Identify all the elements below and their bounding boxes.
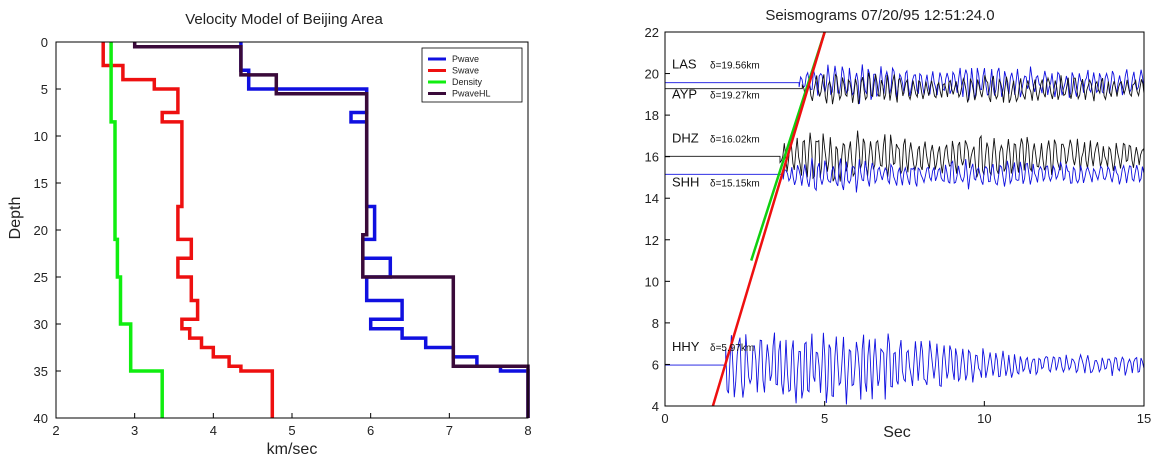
left-x-ticks: 2 3 4 5 6 7 8: [52, 413, 532, 438]
seismogram-trace-hhy: [665, 332, 1144, 405]
station-label-ayp: AYP: [672, 87, 697, 102]
station-label-dhz: DHZ: [672, 130, 699, 145]
left-series-density-line: [109, 42, 164, 418]
right-plot-frame: [664, 31, 1145, 407]
left-y-tick-label: 35: [34, 364, 48, 379]
left-x-tick-label: 2: [52, 423, 59, 438]
station-distance-ayp: δ=19.27km: [710, 91, 760, 102]
station-distance-hhy: δ=5.97km: [710, 343, 754, 354]
right-x-ticks: 0 5 10 15: [661, 401, 1151, 426]
left-y-tick-label: 5: [41, 82, 48, 97]
right-x-tick-label: 5: [821, 411, 828, 426]
station-distance-dhz: δ=16.02km: [710, 134, 760, 145]
left-series-pwavehl-line: [132, 42, 530, 418]
right-y-tick-label: 12: [645, 233, 659, 248]
right-y-tick-label: 22: [645, 25, 659, 40]
station-labels: LAS δ=19.56km AYP δ=19.27km DHZ δ=16.02km SHH δ…: [672, 57, 760, 354]
station-distance-las: δ=19.56km: [710, 61, 760, 72]
station-label-hhy: HHY: [672, 339, 700, 354]
station-distance-shh: δ=15.15km: [710, 178, 760, 189]
left-series-swave-line: [101, 42, 275, 418]
moveout-line-red: [711, 32, 826, 406]
right-y-tick-label: 18: [645, 108, 659, 123]
seismograms-chart: Seismograms 07/20/95 12:51:24.0 0 5 10 15 4…: [645, 7, 1152, 441]
left-chart-title: Velocity Model of Beijing Area: [185, 11, 383, 28]
left-x-tick-label: 3: [131, 423, 138, 438]
station-label-shh: SHH: [672, 174, 699, 189]
left-legend-box: [421, 47, 523, 103]
left-legend-label-pwavehl: PwaveHL: [452, 89, 491, 99]
left-y-tick-label: 10: [34, 129, 48, 144]
left-y-ticks: 0 5 10 15 20 25 30 35 40: [34, 35, 61, 426]
left-series-pwave-line: [239, 42, 530, 418]
left-x-tick-label: 7: [446, 423, 453, 438]
left-y-tick-label: 15: [34, 176, 48, 191]
left-y-tick-label: 30: [34, 317, 48, 332]
right-y-tick-label: 20: [645, 67, 659, 82]
left-y-tick-label: 40: [34, 411, 48, 426]
right-y-tick-label: 10: [645, 274, 659, 289]
station-label-las: LAS: [672, 57, 697, 72]
seismogram-trace-ayp: [665, 72, 1144, 105]
left-x-tick-label: 6: [367, 423, 374, 438]
right-y-tick-label: 8: [652, 316, 659, 331]
right-y-tick-label: 16: [645, 150, 659, 165]
right-y-tick-label: 4: [652, 399, 659, 414]
left-x-tick-label: 5: [288, 423, 295, 438]
left-y-axis-label: Depth: [7, 197, 24, 240]
right-y-tick-label: 14: [645, 191, 659, 206]
left-x-axis-label: km/sec: [267, 441, 318, 458]
seismogram-trace-dhz: [665, 130, 1144, 182]
seismogram-trace-shh: [665, 157, 1144, 193]
right-y-tick-label: 6: [652, 357, 659, 372]
left-y-tick-label: 25: [34, 270, 48, 285]
left-series-group: [101, 42, 530, 418]
right-x-tick-label: 0: [661, 411, 668, 426]
right-series-group: [665, 32, 1144, 406]
left-y-tick-label: 20: [34, 223, 48, 238]
left-legend-label-pwave: Pwave: [452, 54, 479, 64]
left-legend-label-density: Density: [452, 77, 483, 87]
right-x-axis-label: Sec: [883, 424, 911, 441]
left-x-tick-label: 8: [524, 423, 531, 438]
left-x-tick-label: 4: [210, 423, 217, 438]
right-x-tick-label: 15: [1137, 411, 1151, 426]
left-legend-label-swave: Swave: [452, 66, 479, 76]
right-x-tick-label: 10: [977, 411, 991, 426]
right-y-ticks: 4 6 8 10 12 14 16 18 20 22: [645, 25, 670, 414]
left-y-tick-label: 0: [41, 35, 48, 50]
right-chart-title: Seismograms 07/20/95 12:51:24.0: [765, 7, 994, 24]
velocity-model-chart: Velocity Model of Beijing Area 2 3 4 5 6 7 8 0…: [7, 11, 532, 458]
